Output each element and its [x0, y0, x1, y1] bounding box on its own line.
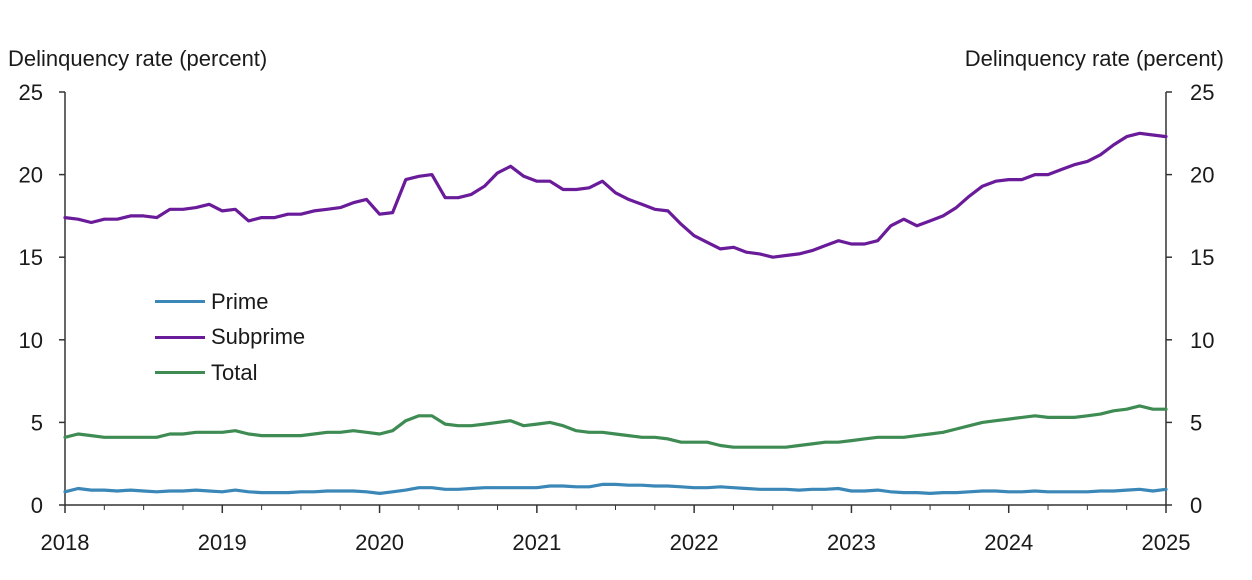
legend-swatch-prime	[155, 300, 205, 304]
y-tick-label-right: 15	[1190, 245, 1214, 270]
legend-label-prime: Prime	[211, 288, 269, 314]
series-line-total	[63, 404, 1168, 449]
series-line-prime	[63, 482, 1168, 495]
x-tick-label: 2025	[1142, 530, 1191, 555]
legend-label-total: Total	[211, 359, 258, 385]
legend-label-subprime: Subprime	[211, 324, 306, 350]
x-tick-label: 2018	[41, 530, 90, 555]
y-tick-label-right: 5	[1190, 410, 1202, 435]
y-tick-label-left: 5	[31, 410, 43, 435]
legend-item-prime: Prime	[155, 284, 305, 320]
legend-swatch-subprime	[155, 335, 205, 339]
x-tick-label: 2022	[670, 530, 719, 555]
y-tick-label-right: 20	[1190, 163, 1214, 188]
x-tick-label: 2021	[512, 530, 561, 555]
y-tick-label-left: 20	[19, 163, 43, 188]
y-tick-label-left: 0	[31, 493, 43, 518]
series-line-subprime	[63, 131, 1168, 259]
y-tick-label-right: 0	[1190, 493, 1202, 518]
y-tick-label-left: 25	[19, 80, 43, 105]
legend-item-subprime: Subprime	[155, 320, 305, 356]
x-tick-label: 2023	[827, 530, 876, 555]
y-axis-title-left: Delinquency rate (percent)	[8, 46, 268, 71]
legend-swatch-total	[155, 371, 205, 375]
series-layer	[63, 131, 1168, 495]
legend: Prime Subprime Total	[155, 284, 305, 391]
x-tick-label: 2019	[198, 530, 247, 555]
y-tick-label-left: 15	[19, 245, 43, 270]
legend-item-total: Total	[155, 355, 305, 391]
y-tick-label-left: 10	[19, 328, 43, 353]
y-tick-label-right: 25	[1190, 80, 1214, 105]
y-tick-label-right: 10	[1190, 328, 1214, 353]
x-tick-label: 2024	[984, 530, 1033, 555]
x-tick-label: 2020	[355, 530, 404, 555]
y-axis-title-right: Delinquency rate (percent)	[964, 46, 1224, 71]
